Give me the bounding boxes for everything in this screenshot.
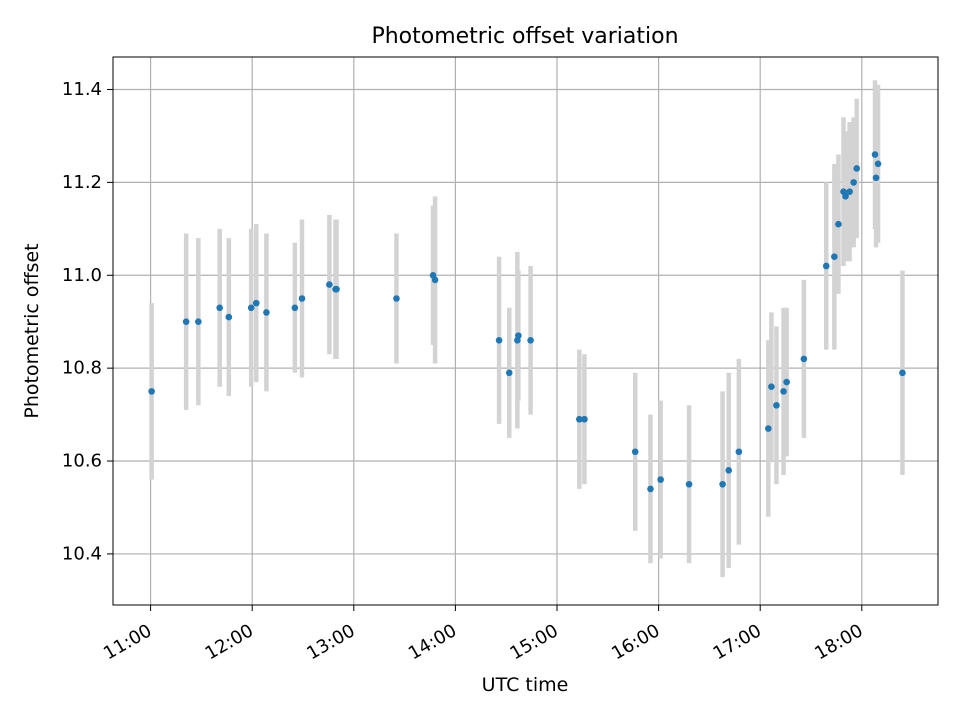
data-point [850,179,857,186]
data-point [581,415,588,423]
chart-title: Photometric offset variation [371,24,678,49]
data-point [735,448,743,456]
data-point [252,299,260,307]
data-point [631,448,639,456]
data-point [225,313,233,321]
x-tick-label: 18:00 [811,620,866,664]
data-point [576,415,583,423]
data-point [768,383,775,391]
data-point [657,476,664,483]
data-point [773,402,780,409]
data-point [247,304,255,312]
x-tick-label: 12:00 [202,620,257,664]
data-point [431,276,439,284]
y-tick-label: 10.8 [62,358,102,379]
data-point [780,388,787,395]
x-tick-label: 11:00 [100,620,155,664]
y-tick-label: 11.4 [62,79,102,100]
y-tick-label: 10.6 [62,451,102,472]
data-point [874,160,882,168]
plot-frame [112,56,939,606]
y-axis-label: Photometric offset [21,243,43,418]
y-tick-label: 11.2 [62,172,102,193]
data-point [326,281,333,288]
data-point [495,336,503,344]
data-point [527,336,534,344]
y-tick-label: 10.4 [62,543,102,564]
x-tick-label: 15:00 [506,620,561,664]
data-point [393,295,400,302]
data-point [515,332,522,339]
x-axis-label: UTC time [482,674,569,696]
data-point [647,485,654,493]
data-point [831,253,838,260]
x-tick-label: 17:00 [710,620,765,664]
data-point [872,174,880,182]
data-point [765,425,772,432]
data-point [822,262,830,270]
data-point [685,480,693,488]
x-tick-label: 16:00 [608,620,663,664]
data-point [216,304,223,312]
data-point [263,309,270,316]
y-axis-ticks: 10.4 10.6 10.8 11.0 11.2 11.4 [62,79,113,564]
data-point [800,355,808,363]
x-tick-label: 14:00 [405,620,460,664]
data-point [195,318,202,326]
data-point [505,369,513,377]
data-point [853,165,861,172]
data-point [783,378,790,386]
data-point [871,151,879,158]
x-axis-ticks: 11:00 12:00 13:00 14:00 15:00 16:00 17:00 18:00 [100,605,867,664]
data-point [291,304,299,312]
data-point [148,388,155,395]
point-layer [148,151,906,493]
data-point [842,193,849,200]
data-point [725,467,733,474]
data-point [846,188,853,195]
y-tick-label: 11.0 [62,265,102,286]
data-point [899,369,906,377]
data-point [835,220,842,228]
data-point [182,318,190,326]
grid-layer [113,57,938,605]
data-point [298,295,306,302]
data-point [719,480,726,488]
errorbar-layer [149,80,905,578]
data-point [333,285,340,293]
x-tick-label: 13:00 [303,620,358,664]
